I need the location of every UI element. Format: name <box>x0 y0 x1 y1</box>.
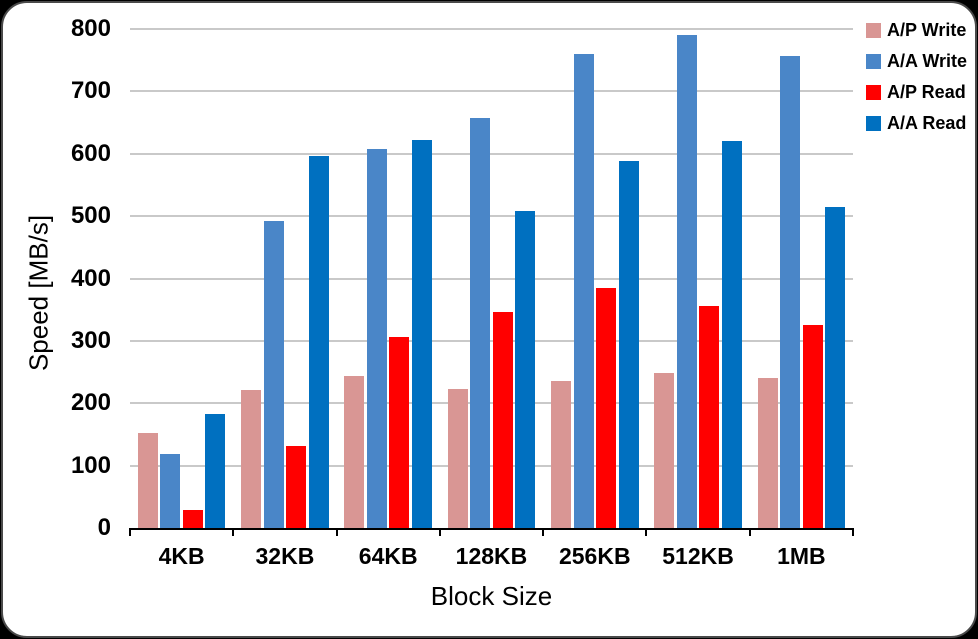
bar-a-p-read-4kb <box>182 509 203 528</box>
y-tick-label-300: 300 <box>70 326 111 354</box>
gridline-500 <box>130 215 853 218</box>
y-tick-label-200: 200 <box>70 389 111 417</box>
bar-a-p-read-64kb <box>389 337 410 528</box>
bar-a-p-write-1mb <box>757 377 778 528</box>
y-tick-label-400: 400 <box>70 264 111 292</box>
legend-item-a-p-read: A/P Read <box>866 77 967 108</box>
bar-a-a-read-4kb <box>205 414 226 528</box>
x-tick-label-512kb: 512KB <box>662 543 734 569</box>
y-tick-label-800: 800 <box>70 15 111 42</box>
bar-a-a-read-256kb <box>618 160 639 528</box>
gridline-800 <box>130 28 853 30</box>
gridline-200 <box>130 402 853 405</box>
gridline-400 <box>130 277 853 280</box>
bar-a-a-read-128kb <box>515 210 536 528</box>
x-axis-tick <box>542 528 545 536</box>
bar-a-a-read-512kb <box>721 141 742 528</box>
x-axis-tick <box>748 528 751 536</box>
bar-a-p-read-512kb <box>699 305 720 528</box>
bar-a-a-write-512kb <box>676 34 697 528</box>
y-tick-label-0: 0 <box>97 514 111 541</box>
bar-group-64kb <box>337 29 440 528</box>
bar-a-a-write-256kb <box>573 53 594 528</box>
x-axis-tick <box>129 528 131 536</box>
legend-item-a-p-write: A/P Write <box>866 15 967 46</box>
legend-swatch-a-a-write <box>866 54 881 69</box>
x-axis-title: Block Size <box>430 581 553 611</box>
x-tick-label-1mb: 1MB <box>777 543 826 569</box>
x-axis-tick <box>335 528 338 536</box>
bar-a-a-write-64kb <box>366 148 387 528</box>
x-axis-tick <box>232 528 235 536</box>
bar-a-p-write-4kb <box>137 432 158 528</box>
bar-a-a-read-64kb <box>411 140 432 528</box>
x-tick-label-256kb: 256KB <box>558 543 631 569</box>
bar-group-128kb <box>440 29 543 528</box>
x-tick-label-32kb: 32KB <box>255 543 315 569</box>
bar-group-32kb <box>233 29 336 528</box>
bar-group-1mb <box>750 29 853 528</box>
bar-group-512kb <box>646 29 749 528</box>
gridline-700 <box>130 90 853 93</box>
bar-a-a-write-1mb <box>780 56 801 528</box>
y-tick-label-700: 700 <box>70 77 111 105</box>
bar-a-p-write-32kb <box>241 389 262 528</box>
bar-group-256kb <box>543 29 646 528</box>
bar-a-p-read-1mb <box>802 324 823 528</box>
x-axis-line <box>130 528 853 530</box>
x-tick-label-128kb: 128KB <box>455 543 528 569</box>
gridline-600 <box>130 152 853 155</box>
y-tick-label-100: 100 <box>70 451 111 479</box>
legend-item-a-a-read: A/A Read <box>866 108 967 139</box>
bar-a-p-write-128kb <box>447 388 468 528</box>
bar-a-p-write-512kb <box>654 373 675 528</box>
y-tick-label-500: 500 <box>70 202 111 230</box>
bar-a-a-read-1mb <box>825 206 846 528</box>
legend-label-a-p-read: A/P Read <box>887 82 966 102</box>
y-tick-label-600: 600 <box>70 139 111 167</box>
x-axis-tick <box>852 528 854 536</box>
legend-swatch-a-a-read <box>866 116 881 131</box>
x-tick-label-4kb: 4KB <box>158 543 205 569</box>
legend-label-a-a-write: A/A Write <box>887 51 968 71</box>
legend-label-a-a-read: A/A Read <box>887 113 967 133</box>
x-tick-label-64kb: 64KB <box>358 543 418 569</box>
legend-swatch-a-p-read <box>866 85 881 100</box>
legend-swatch-a-p-write <box>866 23 881 38</box>
bar-group-4kb <box>130 29 233 528</box>
bar-a-p-read-32kb <box>286 446 307 528</box>
bar-a-p-write-256kb <box>551 381 572 528</box>
bar-a-a-read-32kb <box>308 155 329 528</box>
x-axis-tick <box>438 528 441 536</box>
bar-a-a-write-32kb <box>263 220 284 528</box>
plot-area <box>129 28 854 536</box>
bar-a-p-read-256kb <box>596 288 617 528</box>
bar-a-p-read-128kb <box>492 311 513 528</box>
gridline-300 <box>130 339 853 342</box>
bar-a-a-write-128kb <box>470 118 491 528</box>
bar-a-a-write-4kb <box>160 453 181 528</box>
x-axis-tick <box>645 528 648 536</box>
legend-label-a-p-write: A/P Write <box>887 20 967 40</box>
bar-a-p-write-64kb <box>344 376 365 528</box>
legend: A/P Write A/A Write A/P Read A/A Read <box>866 15 967 139</box>
legend-item-a-a-write: A/A Write <box>866 46 967 77</box>
gridline-100 <box>130 464 853 467</box>
